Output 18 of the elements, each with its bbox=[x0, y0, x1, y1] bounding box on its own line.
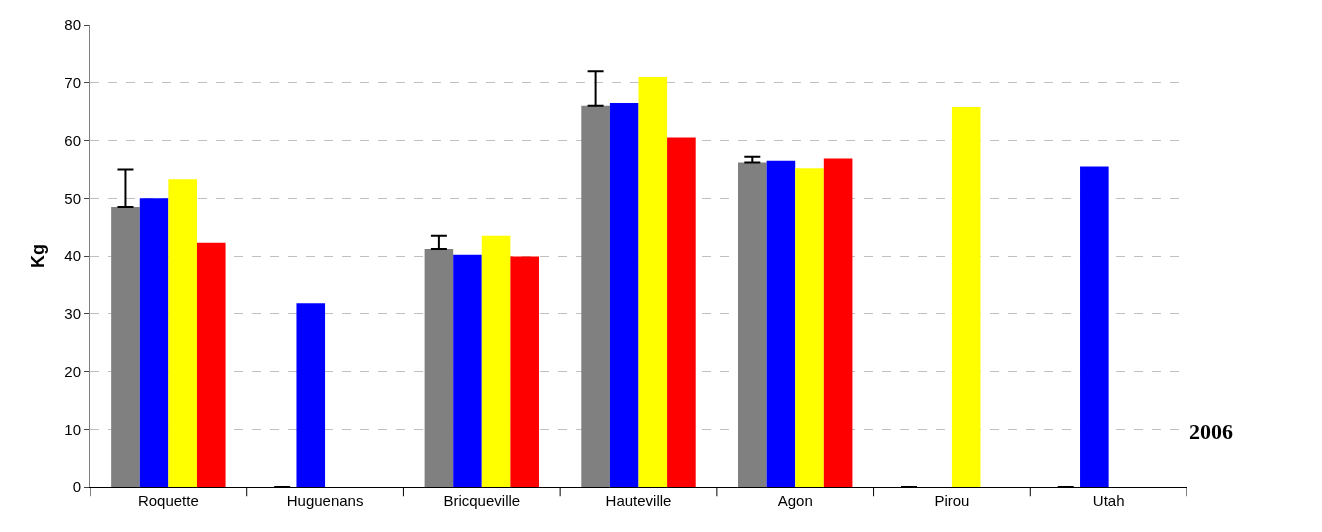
y-tick-label: 10 bbox=[64, 420, 81, 438]
y-tick-label: 30 bbox=[64, 305, 81, 322]
y-axis-title: Kg bbox=[27, 244, 48, 268]
x-tick-label: Pirou bbox=[934, 492, 970, 509]
x-tick-label: Agon bbox=[777, 492, 813, 509]
y-tick-label: 40 bbox=[64, 247, 81, 265]
x-tick-label: Bricqueville bbox=[443, 492, 521, 509]
y-tick-label: 60 bbox=[64, 131, 81, 149]
text: 2006 bbox=[1189, 419, 1233, 444]
y-tick-label: 50 bbox=[64, 189, 81, 207]
x-tick-label: Utah bbox=[1092, 492, 1125, 509]
y-tick-label: 70 bbox=[64, 74, 81, 91]
x-tick-label: Huguenans bbox=[286, 492, 364, 509]
y-tick-label: 0 bbox=[72, 478, 81, 496]
y-tick-label: 20 bbox=[64, 362, 81, 380]
x-tick-label: Roquette bbox=[137, 492, 199, 509]
x-tick-label: Hauteville bbox=[605, 492, 672, 509]
y-tick-label: 80 bbox=[64, 16, 81, 34]
